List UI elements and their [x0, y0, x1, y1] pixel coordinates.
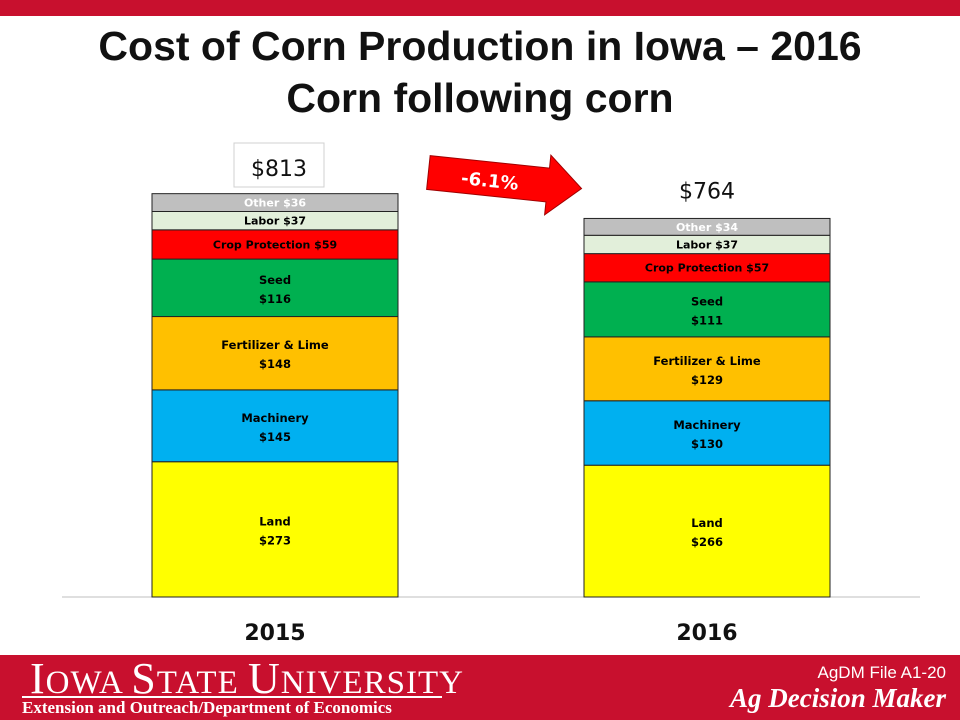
file-id-label: AgDM File A1-20	[817, 663, 947, 682]
segment-label-crop-protection-2015: Crop Protection $59	[213, 238, 337, 251]
segment-name-land-2016: Land	[691, 516, 723, 530]
bar-segment-land-2016	[583, 464, 831, 598]
segment-value-fertilizer-and-lime-2015: $148	[259, 357, 291, 371]
segment-name-machinery-2015: Machinery	[241, 411, 309, 425]
segment-label-labor-2015: Labor $37	[244, 215, 306, 228]
segment-name-machinery-2016: Machinery	[673, 418, 741, 432]
total-label-2015: $813	[251, 157, 307, 182]
segment-value-land-2016: $266	[691, 535, 723, 549]
total-label-2016: $764	[679, 179, 735, 204]
bar-segment-machinery-2015	[151, 389, 399, 463]
x-tick-label-2016: 2016	[676, 621, 737, 646]
bar-segment-other-2016	[583, 217, 831, 236]
segment-name-fertilizer-and-lime-2015: Fertilizer & Lime	[221, 338, 329, 352]
slide-title: Cost of Corn Production in Iowa – 2016 C…	[0, 20, 960, 124]
bar-segment-crop-protection-2016	[583, 253, 831, 283]
total-label-box-2015	[233, 142, 325, 188]
segment-value-land-2015: $273	[259, 533, 291, 547]
segment-name-seed-2015: Seed	[259, 273, 291, 287]
wordmark-divider	[22, 696, 442, 698]
change-arrow-shape	[426, 154, 583, 216]
segment-name-fertilizer-and-lime-2016: Fertilizer & Lime	[653, 354, 761, 368]
segment-value-machinery-2016: $130	[691, 437, 723, 451]
bar-segment-machinery-2016	[583, 400, 831, 466]
segment-label-other-2015: Other $36	[244, 197, 306, 210]
bar-segment-other-2015	[151, 193, 399, 213]
footer-bar: IOWA STATE UNIVERSITY Extension and Outr…	[0, 655, 960, 720]
segment-label-other-2016: Other $34	[676, 221, 738, 234]
segment-name-land-2015: Land	[259, 514, 291, 528]
bar-segment-crop-protection-2015	[151, 229, 399, 260]
bar-segment-fertilizer-and-lime-2015	[151, 316, 399, 391]
top-accent-gap	[0, 16, 960, 19]
segment-name-seed-2016: Seed	[691, 294, 723, 308]
slide-title-line-1: Cost of Corn Production in Iowa – 2016	[98, 23, 862, 69]
extension-department-label: Extension and Outreach/Department of Eco…	[22, 698, 392, 717]
segment-value-machinery-2015: $145	[259, 430, 291, 444]
segment-label-labor-2016: Labor $37	[676, 238, 738, 251]
bar-segment-land-2015	[151, 461, 399, 598]
university-wordmark: IOWA STATE UNIVERSITY	[30, 654, 464, 703]
top-accent-bar	[0, 0, 960, 16]
slide-title-line-2: Corn following corn	[286, 75, 674, 121]
segment-value-seed-2016: $111	[691, 313, 723, 327]
segment-value-seed-2015: $116	[259, 292, 291, 306]
change-arrow-annotation: -6.1%	[426, 154, 583, 216]
x-tick-label-2015: 2015	[244, 621, 305, 646]
stacked-bar-chart: Land $273 Machinery $145 Fertilizer & Lime $1…	[62, 142, 920, 646]
brand-label: Ag Decision Maker	[730, 683, 946, 713]
bar-segment-fertilizer-and-lime-2016	[583, 336, 831, 402]
segment-value-fertilizer-and-lime-2016: $129	[691, 373, 723, 387]
segment-label-crop-protection-2016: Crop Protection $57	[645, 262, 769, 275]
bar-segment-seed-2015	[151, 258, 399, 318]
bar-segment-seed-2016	[583, 281, 831, 338]
